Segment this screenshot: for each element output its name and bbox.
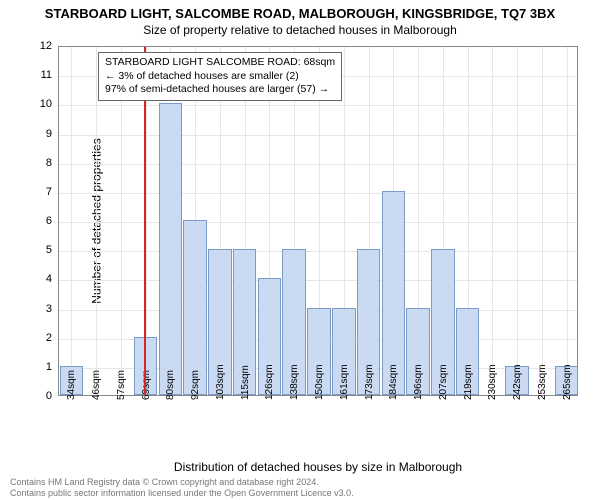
y-tick-label: 8 — [46, 157, 52, 169]
x-tick-label: 92sqm — [190, 370, 201, 400]
x-tick-label: 126sqm — [264, 364, 275, 400]
gridline-h — [59, 280, 577, 281]
y-tick-label: 11 — [41, 69, 52, 81]
gridline-h — [59, 135, 577, 136]
y-tick-label: 1 — [46, 361, 52, 373]
gridline-v — [96, 47, 97, 395]
y-tick-label: 9 — [46, 128, 52, 140]
gridline-h — [59, 193, 577, 194]
annotation-line: 97% of semi-detached houses are larger (… — [105, 83, 335, 97]
x-axis-label: Distribution of detached houses by size … — [58, 460, 578, 474]
x-tick-label: 196sqm — [413, 364, 424, 400]
x-tick-label: 138sqm — [289, 364, 300, 400]
annotation-line: STARBOARD LIGHT SALCOMBE ROAD: 68sqm — [105, 56, 335, 70]
x-tick-label: 207sqm — [438, 364, 449, 400]
gridline-v — [542, 47, 543, 395]
marker-annotation: STARBOARD LIGHT SALCOMBE ROAD: 68sqm ← 3… — [98, 52, 342, 101]
x-tick-label: 184sqm — [388, 364, 399, 400]
footer-attribution: Contains HM Land Registry data © Crown c… — [10, 477, 590, 498]
gridline-h — [59, 251, 577, 252]
x-tick-label: 173sqm — [364, 364, 375, 400]
x-tick-label: 46sqm — [91, 370, 102, 400]
x-tick-label: 103sqm — [215, 364, 226, 400]
y-tick-label: 10 — [40, 98, 52, 110]
x-tick-label: 150sqm — [314, 364, 325, 400]
y-tick-label: 2 — [46, 332, 52, 344]
x-tick-label: 230sqm — [487, 364, 498, 400]
gridline-h — [59, 222, 577, 223]
x-tick-label: 242sqm — [512, 364, 523, 400]
gridline-v — [492, 47, 493, 395]
footer-line: Contains public sector information licen… — [10, 488, 590, 498]
footer-line: Contains HM Land Registry data © Crown c… — [10, 477, 590, 487]
gridline-h — [59, 164, 577, 165]
chart-subtitle: Size of property relative to detached ho… — [10, 23, 590, 37]
annotation-line: ← 3% of detached houses are smaller (2) — [105, 70, 335, 84]
x-tick-label: 115sqm — [240, 365, 251, 400]
y-tick-label: 12 — [40, 40, 52, 52]
gridline-v — [517, 47, 518, 395]
gridline-h — [59, 105, 577, 106]
x-tick-label: 34sqm — [66, 370, 77, 400]
gridline-v — [71, 47, 72, 395]
y-tick-label: 6 — [46, 215, 52, 227]
y-tick-label: 0 — [46, 390, 52, 402]
gridline-v — [567, 47, 568, 395]
x-tick-label: 161sqm — [339, 364, 350, 400]
x-tick-label: 57sqm — [116, 370, 127, 400]
x-tick-label: 253sqm — [537, 364, 548, 400]
y-tick-label: 5 — [46, 244, 52, 256]
chart-title: STARBOARD LIGHT, SALCOMBE ROAD, MALBOROU… — [10, 6, 590, 21]
x-tick-label: 80sqm — [165, 370, 176, 400]
y-tick-label: 4 — [46, 273, 52, 285]
plot-area: Number of detached properties STARBOARD … — [58, 46, 578, 396]
y-tick-label: 7 — [46, 186, 52, 198]
y-tick-label: 3 — [46, 303, 52, 315]
x-tick-label: 219sqm — [463, 364, 474, 400]
histogram-bar — [159, 103, 183, 395]
histogram-bar — [183, 220, 207, 395]
x-tick-label: 265sqm — [562, 364, 573, 400]
